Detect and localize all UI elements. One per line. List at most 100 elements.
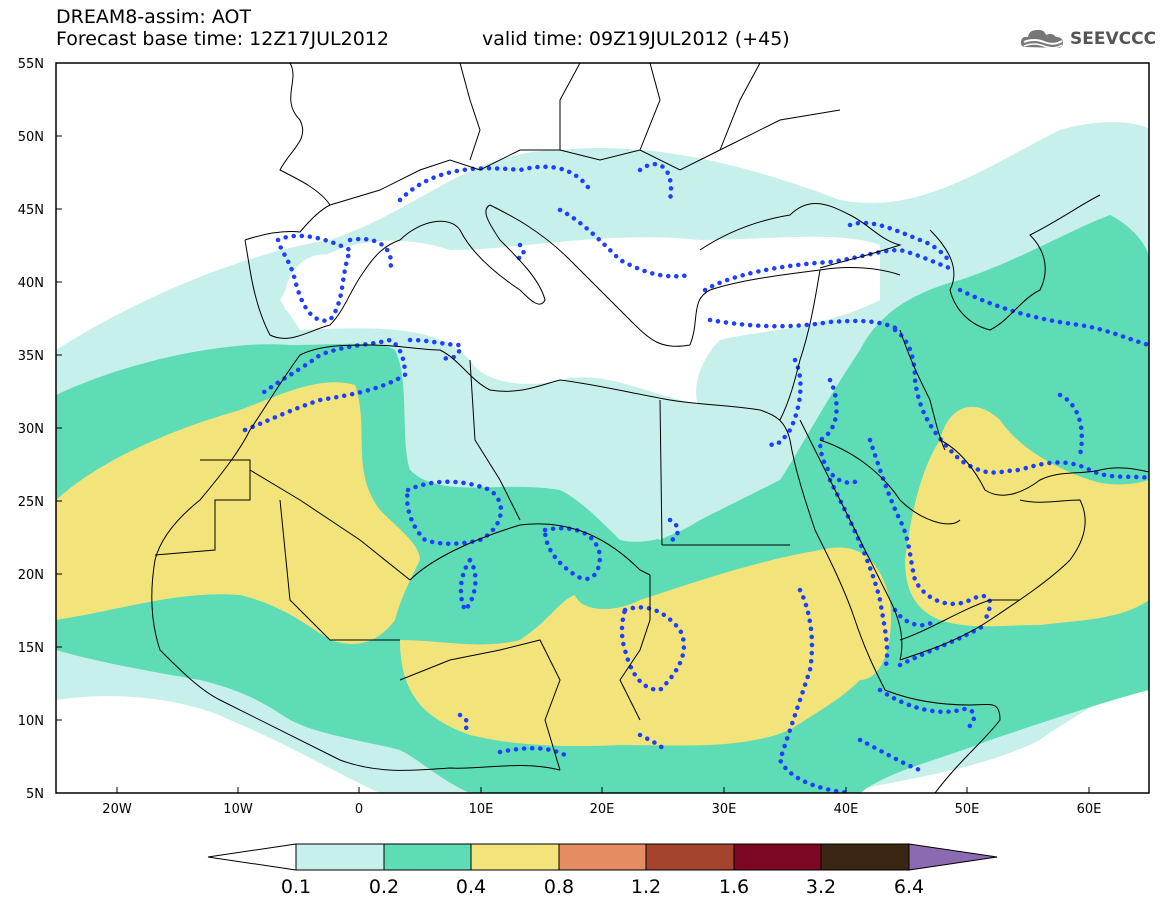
lat-label-30n: 30N: [18, 422, 44, 437]
colorbar-label-0.1: 0.1: [281, 876, 311, 898]
coast-red-sea-west: [789, 439, 886, 691]
valid-time: valid time: 09Z19JUL2012 (+45): [482, 28, 790, 50]
contour-zagros: [867, 437, 993, 623]
lat-label-40n: 40N: [18, 276, 44, 291]
contour-carpathians: [637, 162, 674, 203]
colorbar-label-1.2: 1.2: [631, 876, 661, 898]
contour-gulf-aden: [877, 687, 977, 733]
aot-band-0.4-sahel: [400, 547, 891, 747]
contour-alps: [397, 164, 593, 203]
border-algeria-libya: [469, 359, 521, 521]
clean-air-gulf-guinea: [56, 696, 380, 793]
coast-horn: [884, 689, 1001, 793]
lon-label-20w: 20W: [102, 802, 132, 817]
border-nigeria: [399, 639, 561, 771]
aot-band-0.4-arabia: [905, 406, 1149, 627]
coast-adriatic: [489, 204, 691, 347]
clean-air-europe: [280, 236, 880, 410]
coast-med-north: [399, 204, 546, 305]
contour-iberia: [275, 233, 353, 323]
coast-arabia-south: [899, 499, 1086, 661]
latitude-axis: 55N 50N 45N 40N 35N 30N 25N 20N 15N 10N …: [18, 57, 62, 802]
contour-sardinia: [515, 242, 526, 261]
colorbar-box-3.2-6.4: [820, 843, 910, 871]
coast-west-africa: [151, 429, 561, 771]
lat-label-45n: 45N: [18, 203, 44, 218]
lat-label-10n: 10N: [18, 714, 44, 729]
colorbar-label-0.8: 0.8: [544, 876, 574, 898]
lon-label-0: 0: [355, 802, 363, 817]
coast-caspian: [929, 194, 1101, 331]
coast-black-sea: [699, 202, 902, 269]
lon-label-40e: 40E: [834, 802, 859, 817]
lat-label-25n: 25N: [18, 495, 44, 510]
contour-caspian: [957, 287, 1149, 348]
lon-label-20e: 20E: [590, 802, 615, 817]
contour-arabia-west: [827, 477, 890, 673]
border-libya-egypt: [659, 399, 663, 546]
contour-tunisia: [407, 337, 463, 361]
contour-red-sea-south: [892, 607, 938, 628]
coast-iberia: [244, 239, 401, 339]
lat-label-15n: 15N: [18, 641, 44, 656]
contour-somalia: [857, 737, 923, 773]
border-niger-chad: [409, 523, 651, 581]
border-saudi-iraq: [819, 439, 961, 525]
coast-north-africa: [249, 344, 791, 441]
coast-persian-gulf: [939, 439, 1149, 496]
contour-sahara-loop: [405, 479, 503, 546]
coast-red-sea-east: [799, 419, 903, 661]
colorbar-label-0.4: 0.4: [456, 876, 486, 898]
border-europe-internal-2: [459, 63, 761, 161]
colorbar-label-6.4: 6.4: [894, 876, 924, 898]
border-mauritania-mali: [279, 499, 400, 641]
coastlines-borders: [151, 63, 1149, 793]
lon-label-60e: 60E: [1077, 802, 1102, 817]
aot-band-0.4-west-africa: [56, 382, 420, 644]
contour-turkey-coast: [707, 317, 903, 333]
contour-libya-east: [667, 517, 680, 543]
coast-europe-west: [244, 63, 331, 241]
clean-air-iberia: [284, 254, 344, 315]
map-field: [56, 63, 1149, 793]
contour-north-africa-coast: [242, 337, 408, 433]
forecast-base-time: Forecast base time: 12Z17JUL2012: [56, 28, 389, 50]
aot-patch-libya: [440, 360, 770, 542]
lat-ticks: [56, 62, 62, 794]
border-saudi-yemen: [899, 599, 1020, 641]
colorbar-over-arrow: [908, 843, 998, 871]
contour-iran-east: [1057, 392, 1085, 458]
contour-nigeria: [497, 746, 568, 758]
colorbar-box-0.2-0.4: [383, 843, 472, 871]
seevccc-logo: SEEVCCC: [1018, 22, 1156, 56]
contour-black-sea: [702, 247, 958, 293]
colorbar-label-1.6: 1.6: [719, 876, 749, 898]
lon-label-30e: 30E: [712, 802, 737, 817]
contour-chad-small: [458, 557, 478, 614]
contour-levant: [767, 357, 803, 448]
colorbar-box-1.6-3.2: [733, 843, 822, 871]
colorbar: [207, 843, 998, 871]
lat-label-50n: 50N: [18, 130, 44, 145]
colorbar-box-0.8-1.2: [558, 843, 647, 871]
logo-text: SEEVCCC: [1070, 29, 1157, 49]
colorbar-label-0.2: 0.2: [369, 876, 399, 898]
border-sudan-chad: [619, 575, 651, 721]
colorbar-box-1.2-1.6: [645, 843, 735, 871]
contour-caucasus: [847, 220, 953, 265]
border-western-sahara: [154, 459, 251, 556]
border-algeria-mali: [249, 469, 411, 581]
coast-aegean-turkey: [689, 267, 901, 346]
map-title: DREAM8-assim: AOT: [56, 6, 252, 28]
colorbar-box-0.1-0.2: [295, 843, 385, 871]
lat-label-5n: 5N: [26, 787, 44, 802]
colorbar-labels: 0.1 0.2 0.4 0.8 1.2 1.6 3.2 6.4: [281, 876, 924, 898]
border-iraq-iran: [899, 329, 946, 451]
colorbar-label-3.2: 3.2: [806, 876, 836, 898]
lat-label-35n: 35N: [18, 349, 44, 364]
contour-yemen-coast: [897, 622, 988, 668]
cloud-logo-icon: [1020, 29, 1063, 49]
lon-label-50e: 50E: [955, 802, 980, 817]
colorbar-under-arrow: [207, 843, 297, 871]
